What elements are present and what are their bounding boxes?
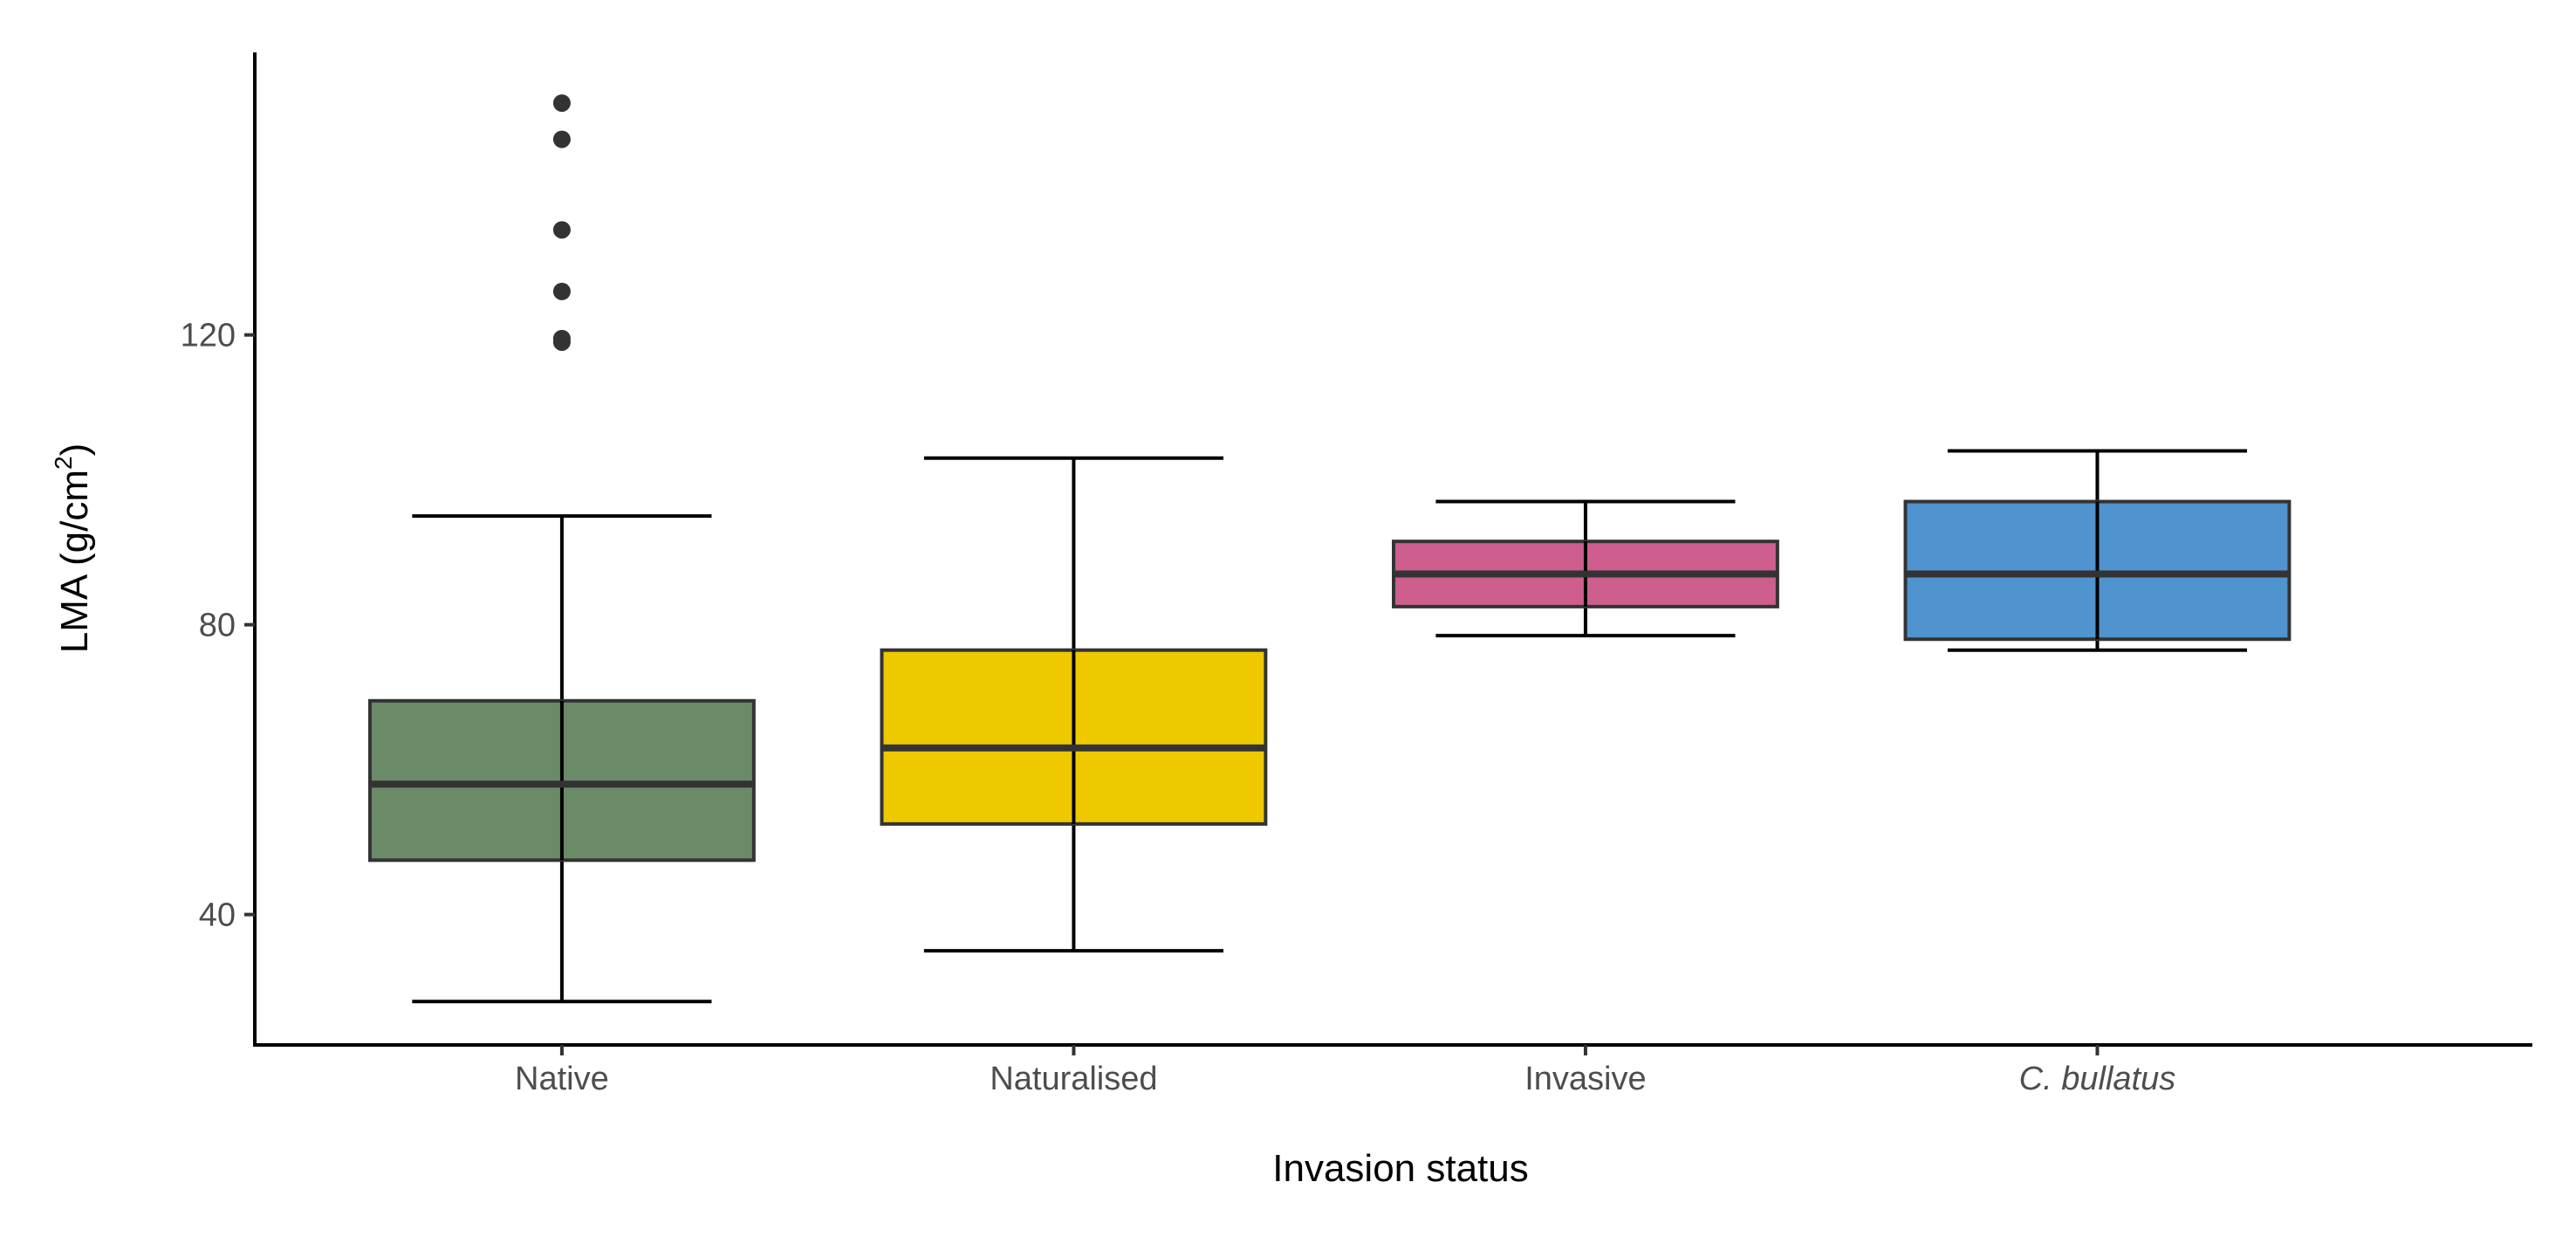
x-tick-label-native: Native bbox=[515, 1061, 609, 1097]
y-axis-title-suffix: ) bbox=[53, 443, 96, 457]
y-axis-title: LMA (g/cm2) bbox=[50, 443, 96, 654]
x-tick-label-naturalised: Naturalised bbox=[990, 1061, 1157, 1097]
box-group-invasive bbox=[1392, 499, 1779, 638]
y-axis-ticks: 40 80 120 bbox=[181, 318, 255, 934]
y-tick-label-40: 40 bbox=[199, 897, 236, 934]
outlier-point-native-4 bbox=[552, 221, 571, 239]
x-tick-label-c-bullatus: C. bullatus bbox=[2019, 1061, 2176, 1097]
x-tick-label-invasive: Invasive bbox=[1524, 1061, 1646, 1097]
y-axis-title-main: LMA (g/cm bbox=[53, 470, 96, 653]
outlier-point-native-6 bbox=[552, 94, 571, 113]
y-tick-label-120: 120 bbox=[181, 318, 236, 354]
x-axis-ticks: Native Naturalised Invasive C. bullatus bbox=[515, 1045, 2175, 1097]
plot-marks bbox=[367, 94, 2292, 1004]
box-group-native bbox=[367, 94, 756, 1004]
outlier-point-native-2 bbox=[552, 329, 571, 347]
x-axis-title: Invasion status bbox=[1272, 1147, 1529, 1190]
box-group-c-bullatus bbox=[1903, 449, 2292, 652]
outlier-point-native-3 bbox=[552, 282, 571, 300]
y-tick-label-80: 80 bbox=[199, 608, 236, 644]
y-axis-title-superscript: 2 bbox=[50, 456, 77, 470]
box-group-naturalised bbox=[880, 456, 1268, 953]
outlier-point-native-5 bbox=[552, 130, 571, 148]
